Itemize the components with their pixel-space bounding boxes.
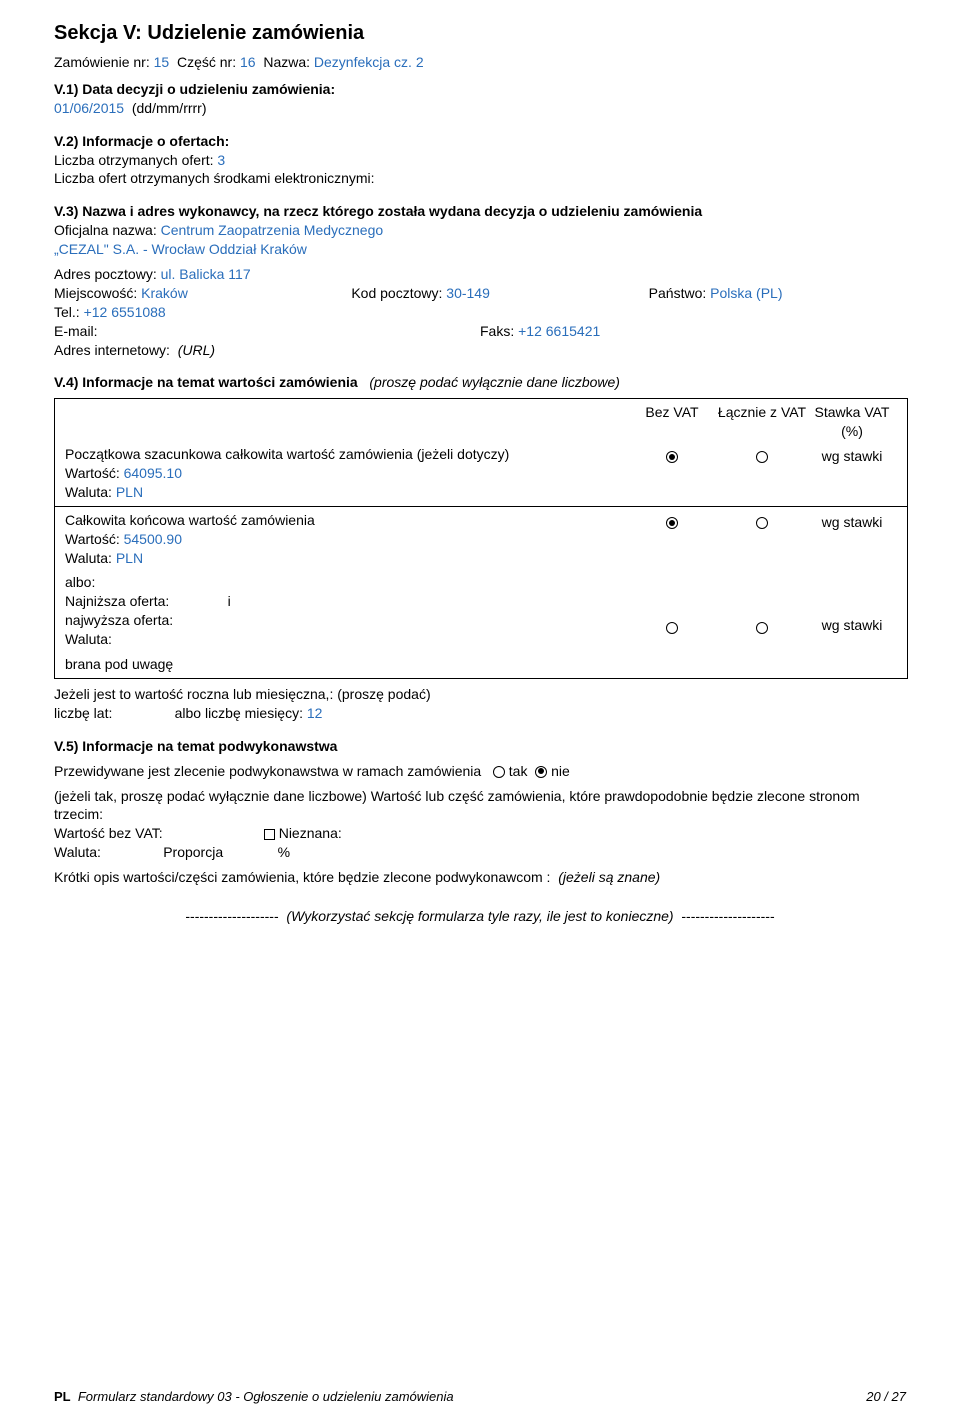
row3-bezvat-radio[interactable]: [666, 622, 678, 634]
row2-stawka: wg stawki: [807, 513, 897, 532]
v3-fax: +12 6615421: [518, 323, 600, 339]
months: 12: [307, 705, 323, 721]
v4-heading-b: (proszę podać wyłącznie dane liczbowe): [369, 374, 620, 390]
order-line: Zamówienie nr: 15 Część nr: 16 Nazwa: De…: [54, 53, 906, 72]
nieznana-checkbox[interactable]: [264, 829, 275, 840]
krotki-hint: (jeżeli są znane): [558, 869, 660, 885]
page-footer: PL Formularz standardowy 03 - Ogłoszenie…: [54, 1388, 906, 1406]
name-value: Dezynfekcja cz. 2: [314, 54, 424, 70]
v3-city-label: Miejscowość:: [54, 285, 137, 301]
v3-heading: V.3) Nazwa i adres wykonawcy, na rzecz k…: [54, 202, 906, 221]
v1-heading: V.1) Data decyzji o udzieleniu zamówieni…: [54, 80, 906, 99]
brana-label: brana pod uwagę: [65, 655, 627, 674]
footer-pl: PL: [54, 1389, 71, 1404]
repeat-c: --------------------: [681, 908, 774, 924]
col-lacznie: Łącznie z VAT: [717, 403, 807, 441]
v2-offers: 3: [217, 152, 225, 168]
nie-radio[interactable]: [535, 766, 547, 778]
tak-radio[interactable]: [493, 766, 505, 778]
v3-zip: 30-149: [446, 285, 490, 301]
repeat-a: --------------------: [185, 908, 278, 924]
section-v-title: Sekcja V: Udzielenie zamówienia: [54, 20, 906, 47]
najwyzsza-label: najwyższa oferta:: [65, 611, 627, 630]
v3-url-label: Adres internetowy:: [54, 342, 170, 358]
krotki-label: Krótki opis wartości/części zamówienia, …: [54, 869, 550, 885]
row2-label: Całkowita końcowa wartość zamówienia: [65, 511, 627, 530]
waluta-label: Waluta:: [65, 630, 627, 649]
v2-elec-label: Liczba ofert otrzymanych środkami elektr…: [54, 169, 906, 188]
row1-lacznie-radio[interactable]: [756, 451, 768, 463]
row2-val: 54500.90: [124, 531, 182, 547]
yearly-a: Jeżeli jest to wartość roczna lub miesię…: [54, 685, 906, 704]
col-bezvat: Bez VAT: [627, 403, 717, 441]
row2-wal: PLN: [116, 550, 143, 566]
row3-stawka: wg stawki: [807, 616, 897, 635]
v3-fax-label: Faks:: [480, 323, 514, 339]
row2-lacznie-radio[interactable]: [756, 517, 768, 529]
yearly-b1: liczbę lat:: [54, 705, 112, 721]
order-no-label: Zamówienie nr:: [54, 54, 150, 70]
tak-label: tak: [509, 763, 528, 779]
proporcja-label: Proporcja: [163, 844, 223, 860]
v3-official-label: Oficjalna nazwa:: [54, 222, 157, 238]
v2-offers-label: Liczba otrzymanych ofert:: [54, 152, 214, 168]
row1-wal: PLN: [116, 484, 143, 500]
order-no: 15: [154, 54, 170, 70]
v5-line2: (jeżeli tak, proszę podać wyłącznie dane…: [54, 787, 906, 825]
v4-table: Bez VAT Łącznie z VAT Stawka VAT (%) Poc…: [54, 398, 908, 679]
row1-bezvat-radio[interactable]: [666, 451, 678, 463]
pct-label: %: [278, 844, 290, 860]
row2-val-lab: Wartość:: [65, 531, 120, 547]
row2-bezvat-radio[interactable]: [666, 517, 678, 529]
part-no-label: Część nr:: [177, 54, 236, 70]
v4-heading-a: V.4) Informacje na temat wartości zamówi…: [54, 374, 358, 390]
v3-email-label: E-mail:: [54, 323, 98, 339]
row1-val-lab: Wartość:: [65, 465, 120, 481]
row1-wal-lab: Waluta:: [65, 484, 112, 500]
row3-lacznie-radio[interactable]: [756, 622, 768, 634]
footer-page: 20 / 27: [866, 1388, 906, 1406]
footer-title: Formularz standardowy 03 - Ogłoszenie o …: [78, 1389, 454, 1404]
v3-city: Kraków: [141, 285, 188, 301]
row1-stawka: wg stawki: [807, 445, 897, 466]
wart-bez-label: Wartość bez VAT:: [54, 825, 163, 841]
v3-addr: ul. Balicka 117: [161, 266, 251, 282]
v5-waluta-label: Waluta:: [54, 844, 101, 860]
part-no: 16: [240, 54, 256, 70]
col-stawka: Stawka VAT (%): [807, 403, 897, 441]
v1-date-fmt: (dd/mm/rrrr): [132, 100, 207, 116]
v3-zip-label: Kod pocztowy:: [351, 285, 442, 301]
v3-addr-label: Adres pocztowy:: [54, 266, 157, 282]
v3-url-hint: (URL): [178, 342, 215, 358]
yearly-b2: albo liczbę miesięcy:: [175, 705, 303, 721]
v1-date: 01/06/2015: [54, 100, 124, 116]
i-label: i: [228, 593, 231, 609]
v5-heading: V.5) Informacje na temat podwykonawstwa: [54, 737, 906, 756]
v3-country: Polska (PL): [710, 285, 782, 301]
v3-country-label: Państwo:: [649, 285, 707, 301]
name-label: Nazwa:: [263, 54, 310, 70]
v3-tel-label: Tel.:: [54, 304, 80, 320]
albo: albo:: [65, 573, 627, 592]
v3-official-l2: „CEZAL" S.A. - Wrocław Oddział Kraków: [54, 240, 906, 259]
row1-label: Początkowa szacunkowa całkowita wartość …: [65, 445, 627, 464]
row1-val: 64095.10: [124, 465, 182, 481]
v2-heading: V.2) Informacje o ofertach:: [54, 132, 906, 151]
nie-label: nie: [551, 763, 570, 779]
najnizsza-label: Najniższa oferta:: [65, 593, 169, 609]
v3-tel: +12 6551088: [84, 304, 166, 320]
v5-line1: Przewidywane jest zlecenie podwykonawstw…: [54, 763, 481, 779]
row2-wal-lab: Waluta:: [65, 550, 112, 566]
repeat-b: (Wykorzystać sekcję formularza tyle razy…: [286, 908, 673, 924]
v3-official-l1: Centrum Zaopatrzenia Medycznego: [161, 222, 384, 238]
nieznana-label: Nieznana:: [279, 825, 342, 841]
